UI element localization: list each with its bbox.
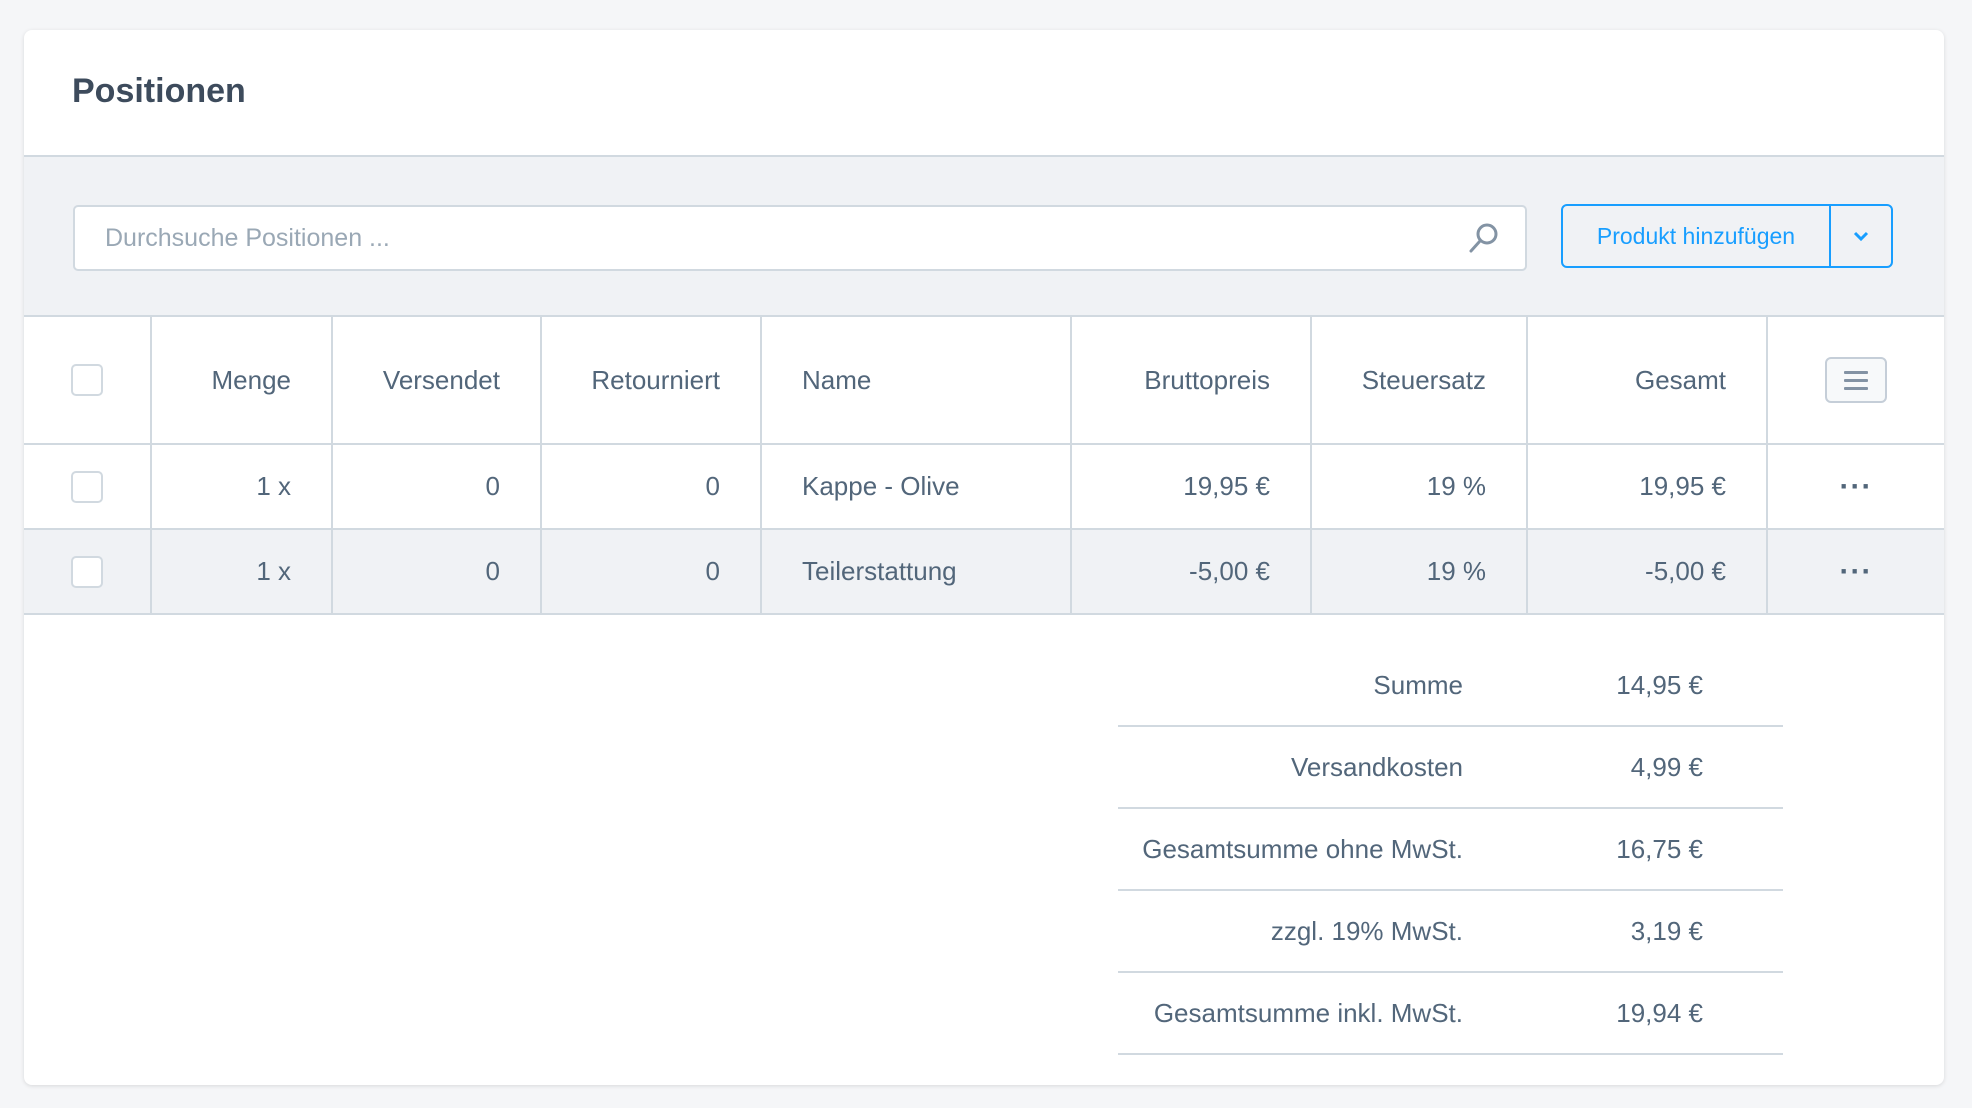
cell-retourniert: 0: [542, 530, 762, 613]
search-field[interactable]: [73, 205, 1527, 271]
cell-versendet: 0: [333, 445, 542, 528]
summary-value: 3,19 €: [1630, 915, 1703, 946]
column-header-bruttopreis[interactable]: Bruttopreis: [1072, 317, 1312, 443]
search-input[interactable]: [105, 207, 1465, 269]
summary-value: 19,94 €: [1616, 997, 1703, 1028]
row-checkbox[interactable]: [71, 470, 103, 503]
cell-gesamt: -5,00 €: [1528, 530, 1768, 613]
cell-name: Kappe - Olive: [762, 445, 1072, 528]
summary-label: Versandkosten: [1290, 751, 1463, 782]
card-title: Positionen: [72, 72, 246, 110]
column-header-name[interactable]: Name: [762, 317, 1072, 443]
column-header-versendet[interactable]: Versendet: [333, 317, 542, 443]
cell-menge: 1 x: [152, 445, 333, 528]
cell-retourniert: 0: [542, 445, 762, 528]
summary-value: 14,95 €: [1616, 669, 1703, 700]
add-product-dropdown-button[interactable]: [1831, 206, 1891, 266]
table-row: 1 x 0 0 Kappe - Olive 19,95 € 19 % 19,95…: [24, 445, 1944, 530]
cell-name: Teilerstattung: [762, 530, 1072, 613]
column-header-gesamt[interactable]: Gesamt: [1528, 317, 1768, 443]
column-header-retourniert[interactable]: Retourniert: [542, 317, 762, 443]
column-header-menge[interactable]: Menge: [152, 317, 333, 443]
cell-steuersatz: 19 %: [1312, 445, 1528, 528]
cell-versendet: 0: [333, 530, 542, 613]
summary-row-versandkosten: Versandkosten 4,99 €: [1118, 727, 1783, 809]
search-icon[interactable]: [1467, 221, 1501, 255]
more-actions-icon[interactable]: ···: [1839, 469, 1873, 503]
cell-steuersatz: 19 %: [1312, 530, 1528, 613]
summary-row-net-total: Gesamtsumme ohne MwSt. 16,75 €: [1118, 809, 1783, 891]
summary-label: Gesamtsumme ohne MwSt.: [1142, 833, 1463, 864]
summary-value: 4,99 €: [1630, 751, 1703, 782]
summary-label: Gesamtsumme inkl. MwSt.: [1153, 997, 1463, 1028]
select-all-checkbox[interactable]: [71, 364, 103, 396]
summary-label: zzgl. 19% MwSt.: [1270, 915, 1463, 946]
summary-row-summe: Summe 14,95 €: [1118, 645, 1783, 727]
cell-bruttopreis: 19,95 €: [1072, 445, 1312, 528]
row-checkbox[interactable]: [71, 555, 103, 588]
column-header-steuersatz[interactable]: Steuersatz: [1312, 317, 1528, 443]
summary-row-tax: zzgl. 19% MwSt. 3,19 €: [1118, 891, 1783, 973]
toolbar: Produkt hinzufügen: [24, 155, 1944, 317]
add-product-button[interactable]: Produkt hinzufügen: [1563, 206, 1831, 266]
column-settings-button[interactable]: [1825, 357, 1887, 403]
table-header: Menge Versendet Retourniert Name Bruttop…: [24, 317, 1944, 445]
cell-bruttopreis: -5,00 €: [1072, 530, 1312, 613]
table-row: 1 x 0 0 Teilerstattung -5,00 € 19 % -5,0…: [24, 530, 1944, 615]
more-actions-icon[interactable]: ···: [1839, 554, 1873, 588]
summary-value: 16,75 €: [1616, 833, 1703, 864]
summary-row-gross-total: Gesamtsumme inkl. MwSt. 19,94 €: [1118, 973, 1783, 1055]
add-product-button-group: Produkt hinzufügen: [1561, 204, 1893, 268]
positions-card: Positionen Produkt hinzufügen Menge Vers…: [24, 30, 1944, 1085]
cell-menge: 1 x: [152, 530, 333, 613]
cell-gesamt: 19,95 €: [1528, 445, 1768, 528]
chevron-down-icon: [1853, 231, 1869, 242]
positions-table: Menge Versendet Retourniert Name Bruttop…: [24, 317, 1944, 615]
summary: Summe 14,95 € Versandkosten 4,99 € Gesamts…: [1118, 645, 1783, 1055]
summary-label: Summe: [1373, 669, 1463, 700]
